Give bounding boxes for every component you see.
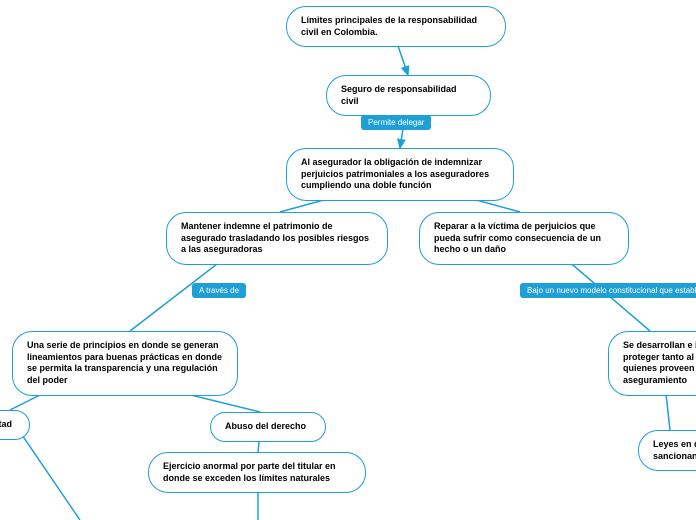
edge-label: Bajo un nuevo modelo constitucional que …	[520, 283, 696, 298]
edge	[20, 432, 80, 520]
flowchart-node[interactable]: rtad	[0, 410, 30, 440]
flowchart-node[interactable]: Se desarrollan e imp proteger tanto al c…	[608, 331, 696, 396]
flowchart-node[interactable]: Leyes en do sancionan a	[638, 430, 696, 471]
flowchart-node[interactable]: Reparar a la víctima de perjuicios que p…	[419, 212, 629, 265]
flowchart-node[interactable]: Ejercicio anormal por parte del titular …	[148, 452, 366, 493]
flowchart-node[interactable]: Abuso del derecho	[210, 412, 326, 442]
flowchart-node[interactable]: Una serie de principios en donde se gene…	[12, 331, 238, 396]
flowchart-node[interactable]: Mantener indemne el patrimonio de asegur…	[166, 212, 388, 265]
flowchart-node[interactable]: Al asegurador la obligación de indemniza…	[286, 148, 514, 201]
edge-label: A través de	[192, 283, 246, 298]
flowchart-node[interactable]: Límites principales de la responsabilida…	[286, 6, 506, 47]
edge-label: Permite delegar	[361, 115, 431, 130]
flowchart-node[interactable]: Seguro de responsabilidad civil	[326, 75, 491, 116]
